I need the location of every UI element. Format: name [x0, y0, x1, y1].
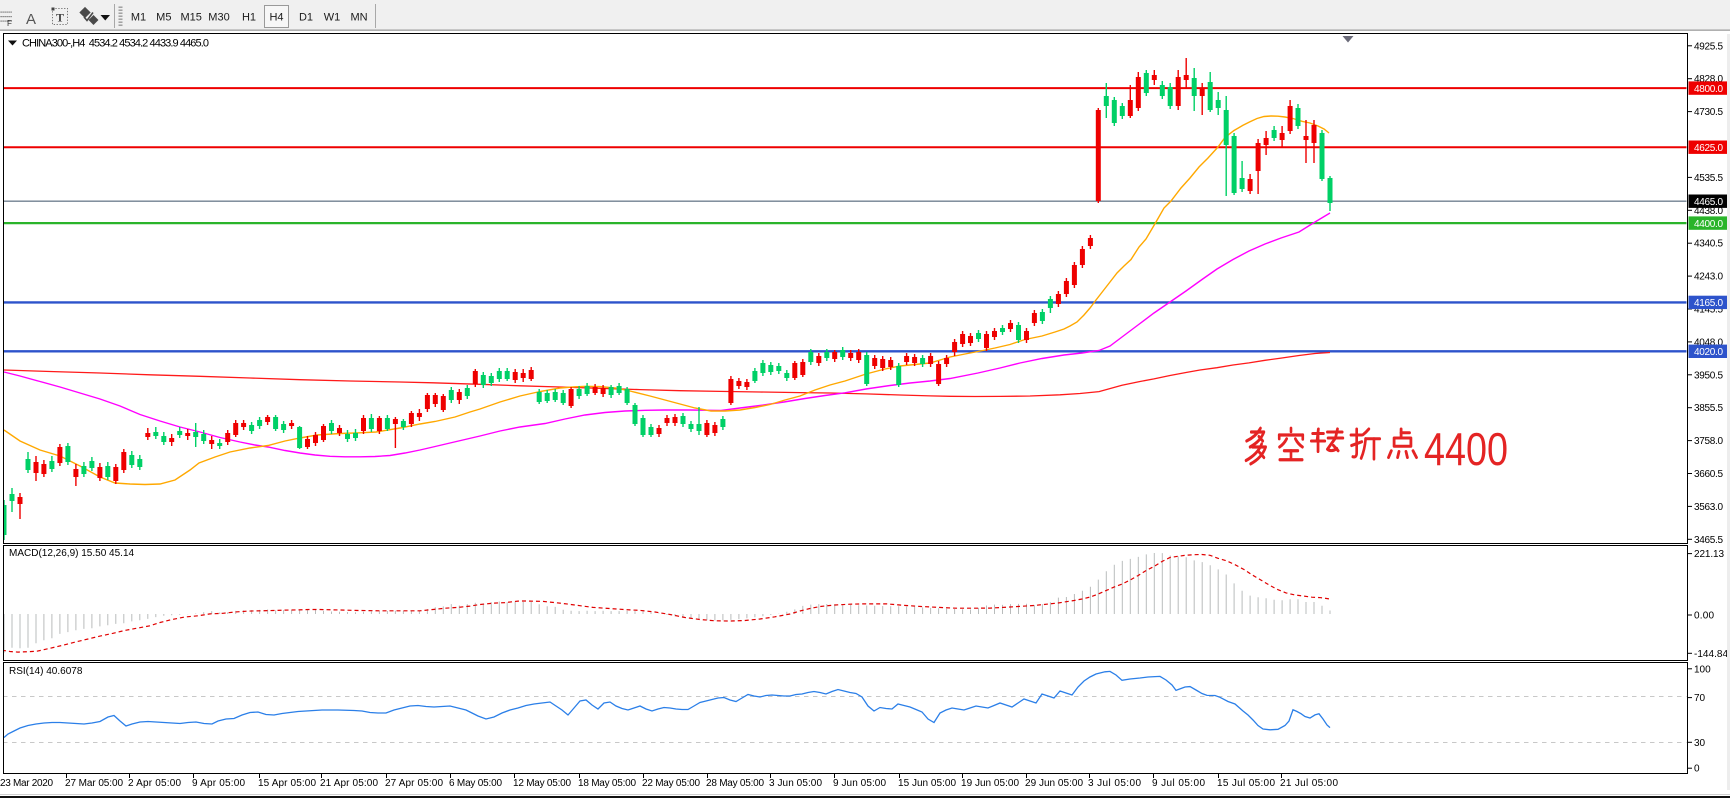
- svg-text:3855.5: 3855.5: [1694, 403, 1723, 414]
- svg-text:29 Jun 05:00: 29 Jun 05:00: [1025, 778, 1083, 789]
- svg-text:M15: M15: [180, 12, 201, 24]
- svg-text:-144.84: -144.84: [1694, 649, 1728, 660]
- svg-text:H1: H1: [242, 12, 256, 24]
- svg-text:28 May 05:00: 28 May 05:00: [706, 778, 764, 789]
- svg-text:30: 30: [1694, 738, 1706, 749]
- svg-text:4800.0: 4800.0: [1694, 84, 1723, 95]
- svg-text:4165.0: 4165.0: [1694, 298, 1723, 309]
- svg-text:0.00: 0.00: [1694, 611, 1714, 622]
- svg-text:4020.0: 4020.0: [1694, 347, 1723, 358]
- svg-text:4828.0: 4828.0: [1694, 74, 1723, 85]
- svg-text:4400: 4400: [1424, 423, 1508, 475]
- svg-text:2 Apr 05:00: 2 Apr 05:00: [128, 778, 181, 789]
- svg-text:23 Mar 2020: 23 Mar 2020: [0, 778, 53, 789]
- svg-text:3563.0: 3563.0: [1694, 502, 1723, 513]
- svg-text:4438.0: 4438.0: [1694, 206, 1723, 217]
- svg-text:4340.5: 4340.5: [1694, 239, 1723, 250]
- svg-text:18 May 05:00: 18 May 05:00: [578, 778, 636, 789]
- svg-text:4925.5: 4925.5: [1694, 41, 1723, 52]
- svg-text:3950.5: 3950.5: [1694, 370, 1723, 381]
- svg-text:3758.0: 3758.0: [1694, 436, 1723, 447]
- svg-text:T: T: [56, 11, 64, 25]
- svg-text:4730.5: 4730.5: [1694, 107, 1723, 118]
- svg-text:3465.5: 3465.5: [1694, 535, 1723, 546]
- svg-text:6 May 05:00: 6 May 05:00: [449, 778, 502, 789]
- svg-text:H4: H4: [269, 12, 283, 24]
- svg-text:15 Apr 05:00: 15 Apr 05:00: [258, 778, 316, 789]
- svg-text:221.13: 221.13: [1694, 549, 1724, 560]
- svg-text:A: A: [26, 11, 36, 28]
- svg-text:4535.5: 4535.5: [1694, 173, 1723, 184]
- svg-text:9 Jun 05:00: 9 Jun 05:00: [833, 778, 886, 789]
- svg-text:27 Apr 05:00: 27 Apr 05:00: [385, 778, 443, 789]
- svg-text:70: 70: [1694, 693, 1706, 704]
- svg-text:15 Jun 05:00: 15 Jun 05:00: [898, 778, 956, 789]
- svg-text:21 Jul 05:00: 21 Jul 05:00: [1280, 778, 1338, 789]
- svg-text:MN: MN: [350, 12, 367, 24]
- svg-text:15 Jul 05:00: 15 Jul 05:00: [1217, 778, 1275, 789]
- svg-text:27 Mar 05:00: 27 Mar 05:00: [65, 778, 123, 789]
- svg-text:M30: M30: [208, 12, 229, 24]
- svg-text:0: 0: [1694, 764, 1700, 775]
- svg-text:9 Jul 05:00: 9 Jul 05:00: [1152, 778, 1205, 789]
- svg-text:F: F: [7, 19, 12, 28]
- svg-text:4048.0: 4048.0: [1694, 337, 1723, 348]
- svg-text:4625.0: 4625.0: [1694, 143, 1723, 154]
- svg-text:4145.5: 4145.5: [1694, 305, 1723, 316]
- svg-text:4243.0: 4243.0: [1694, 272, 1723, 283]
- svg-text:CHINA300-,H4 4534.2 4534.2 44: CHINA300-,H4 4534.2 4534.2 4433.9 4465.0: [22, 38, 209, 50]
- svg-text:12 May 05:00: 12 May 05:00: [513, 778, 571, 789]
- svg-text:W1: W1: [324, 12, 341, 24]
- svg-text:100: 100: [1694, 664, 1711, 675]
- svg-text:4400.0: 4400.0: [1694, 219, 1723, 230]
- svg-text:22 May 05:00: 22 May 05:00: [642, 778, 700, 789]
- svg-text:4465.0: 4465.0: [1694, 197, 1723, 208]
- svg-text:3 Jul 05:00: 3 Jul 05:00: [1088, 778, 1141, 789]
- svg-text:21 Apr 05:00: 21 Apr 05:00: [320, 778, 378, 789]
- svg-text:RSI(14) 40.6078: RSI(14) 40.6078: [9, 666, 83, 677]
- svg-text:M1: M1: [131, 12, 146, 24]
- svg-text:9 Apr 05:00: 9 Apr 05:00: [192, 778, 245, 789]
- svg-text:D1: D1: [299, 12, 313, 24]
- svg-text:3660.5: 3660.5: [1694, 469, 1723, 480]
- svg-text:3 Jun 05:00: 3 Jun 05:00: [769, 778, 822, 789]
- svg-text:MACD(12,26,9) 15.50 45.14: MACD(12,26,9) 15.50 45.14: [9, 548, 135, 559]
- svg-text:19 Jun 05:00: 19 Jun 05:00: [961, 778, 1019, 789]
- svg-text:M5: M5: [156, 12, 171, 24]
